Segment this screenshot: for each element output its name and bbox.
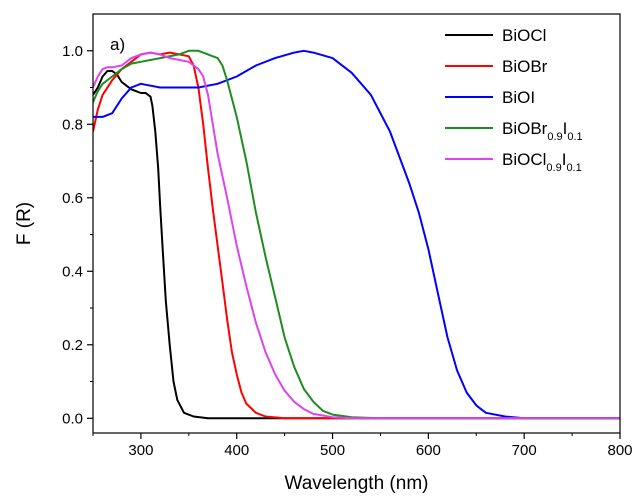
axes-layer: 300 400 500 600 700 800 0.0 0.2 0.4 0.6 0.8 1.0	[62, 43, 632, 459]
legend-label: BiOCl	[502, 26, 546, 45]
x-tick-label: 400	[224, 442, 249, 459]
plot-frame	[92, 13, 621, 434]
y-tick-label: 1.0	[62, 43, 83, 60]
x-tick-label: 300	[128, 442, 153, 459]
y-tick-label: 0.6	[62, 190, 83, 207]
y-axis-title: F (R)	[14, 202, 35, 245]
y-tick-label: 0.0	[62, 410, 83, 427]
x-tick-label: 600	[416, 442, 441, 459]
y-tick-label: 0.4	[62, 263, 83, 280]
series-line-2	[93, 49, 620, 420]
series-line-0	[93, 70, 620, 420]
panel-label: a)	[110, 35, 125, 54]
legend-label: BiOBr	[502, 57, 548, 76]
legend-label: BiOI	[502, 88, 535, 107]
series-line-3	[93, 49, 620, 420]
y-tick-label: 0.2	[62, 337, 83, 354]
x-tick-label: 500	[320, 442, 345, 459]
legend-label: BiOCl0.9I0.1	[502, 150, 582, 174]
legend-label: BiOBr0.9I0.1	[502, 119, 583, 143]
series-line-4	[93, 51, 620, 420]
legend: BiOCl BiOBr BiOI BiOBr0.9I0.1 BiOCl0.9I0.1	[445, 26, 583, 174]
x-tick-label: 700	[512, 442, 537, 459]
y-tick-label: 0.8	[62, 116, 83, 133]
x-axis-title: Wavelength (nm)	[285, 473, 429, 494]
x-tick-label: 800	[607, 442, 632, 459]
series-layer	[93, 49, 620, 420]
